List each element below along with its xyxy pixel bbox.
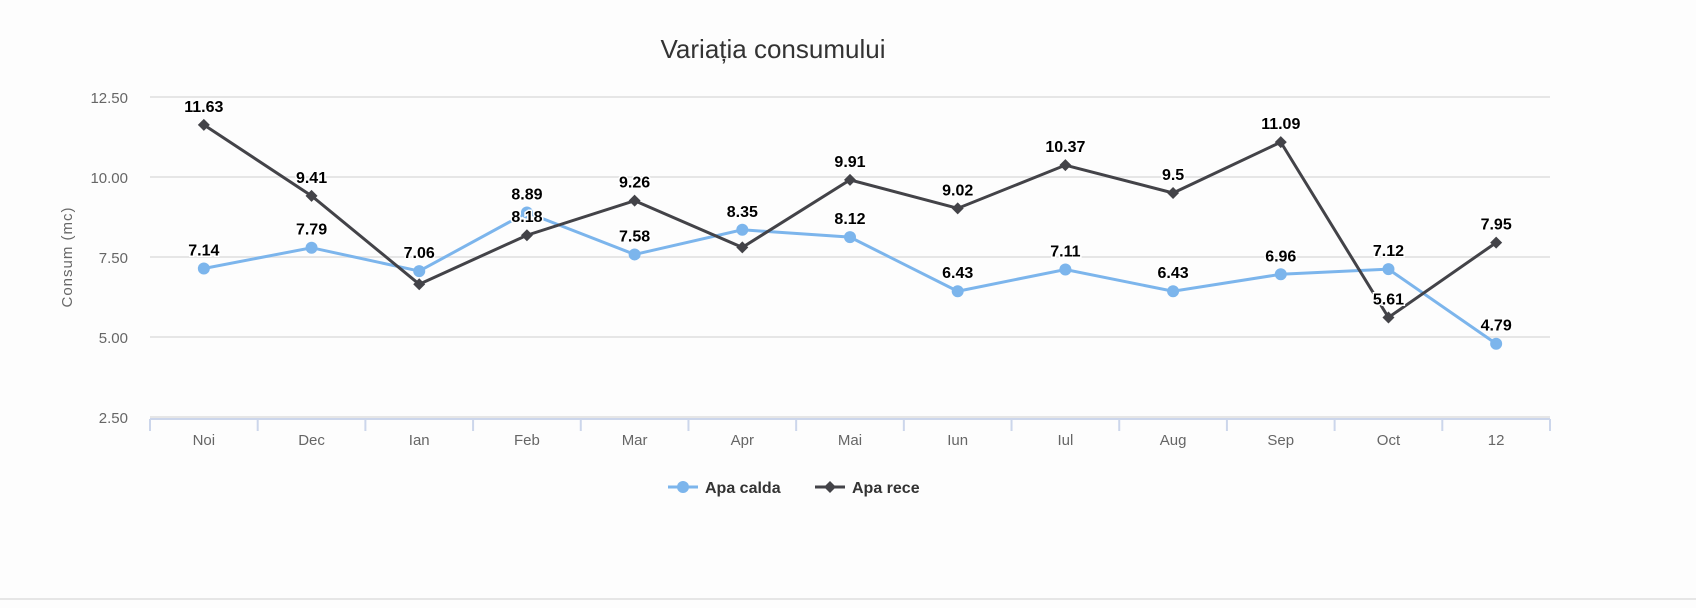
x-tick-label: Apr: [731, 432, 754, 449]
data-label: 7.11: [1050, 243, 1080, 260]
legend-item: Apa rece: [852, 480, 920, 497]
data-point: [305, 241, 318, 254]
legend-marker: [677, 481, 689, 493]
data-point: [520, 206, 533, 219]
data-point: [628, 194, 641, 207]
data-label: 9.41: [296, 170, 327, 187]
x-tick-label: Oct: [1377, 432, 1401, 449]
data-point: [1382, 263, 1395, 276]
y-tick-label: 12.50: [90, 90, 128, 107]
x-tick-label: Iul: [1057, 432, 1073, 449]
data-label: 11.09: [1261, 116, 1300, 133]
y-axis-label: Consum (mc): [59, 206, 76, 307]
data-point: [413, 278, 426, 291]
data-point: [1274, 268, 1287, 281]
x-tick-label: Sep: [1267, 432, 1294, 449]
x-tick-label: Noi: [193, 432, 216, 449]
data-label: 7.79: [296, 222, 327, 239]
data-label: 9.5: [1162, 167, 1184, 184]
data-point: [736, 223, 749, 236]
data-point: [1382, 311, 1395, 324]
data-label: 7.95: [1481, 217, 1512, 234]
data-point: [951, 285, 964, 298]
data-label: 7.14: [188, 243, 219, 260]
x-tick-label: Aug: [1160, 432, 1187, 449]
data-point: [844, 173, 856, 186]
data-label: 6.96: [1265, 248, 1296, 265]
y-tick-label: 2.50: [99, 410, 128, 427]
data-point: [197, 118, 210, 131]
data-point: [1274, 136, 1287, 149]
data-label: 5.61: [1373, 291, 1404, 308]
x-tick-label: Feb: [514, 432, 540, 449]
data-point: [197, 262, 210, 275]
data-point: [1167, 285, 1180, 298]
data-label: 7.06: [404, 245, 435, 262]
data-point: [736, 241, 749, 254]
data-point: [1059, 159, 1072, 172]
data-point: [628, 248, 641, 261]
data-label: 7.58: [619, 228, 650, 245]
data-label: 10.37: [1045, 139, 1085, 156]
x-tick-label: 12: [1488, 432, 1505, 449]
data-label: 9.26: [619, 175, 650, 192]
data-label: 9.02: [942, 182, 973, 199]
data-label: 7.12: [1373, 243, 1404, 260]
data-point: [1059, 263, 1072, 276]
data-point: [305, 189, 318, 202]
data-label: 8.18: [511, 209, 542, 226]
y-tick-label: 7.50: [99, 250, 128, 267]
chart-title: Variația consumului: [661, 34, 886, 64]
data-label: 11.63: [184, 99, 223, 116]
data-label: 8.35: [727, 204, 758, 221]
data-point: [520, 229, 533, 242]
data-point: [951, 202, 964, 215]
data-point: [1490, 236, 1503, 249]
x-tick-label: Ian: [409, 432, 430, 449]
bottom-divider: [0, 598, 1696, 600]
data-point: [413, 265, 426, 278]
y-tick-label: 10.00: [90, 170, 128, 187]
data-label: 4.79: [1481, 318, 1512, 335]
x-tick-label: Mar: [622, 432, 648, 449]
data-label: 8.12: [834, 211, 865, 228]
x-tick-label: Dec: [298, 432, 325, 449]
x-tick-label: Iun: [947, 432, 968, 449]
data-label: 6.43: [1158, 265, 1189, 282]
legend-item: Apa calda: [705, 480, 781, 497]
data-label: 6.43: [942, 265, 973, 282]
data-label: 9.91: [834, 154, 865, 171]
legend-marker: [824, 481, 836, 493]
data-point: [1167, 187, 1180, 199]
data-point: [1490, 337, 1503, 350]
x-tick-label: Mai: [838, 432, 862, 449]
y-tick-label: 5.00: [99, 330, 128, 347]
data-label: 8.89: [511, 187, 542, 204]
data-point: [844, 231, 856, 244]
